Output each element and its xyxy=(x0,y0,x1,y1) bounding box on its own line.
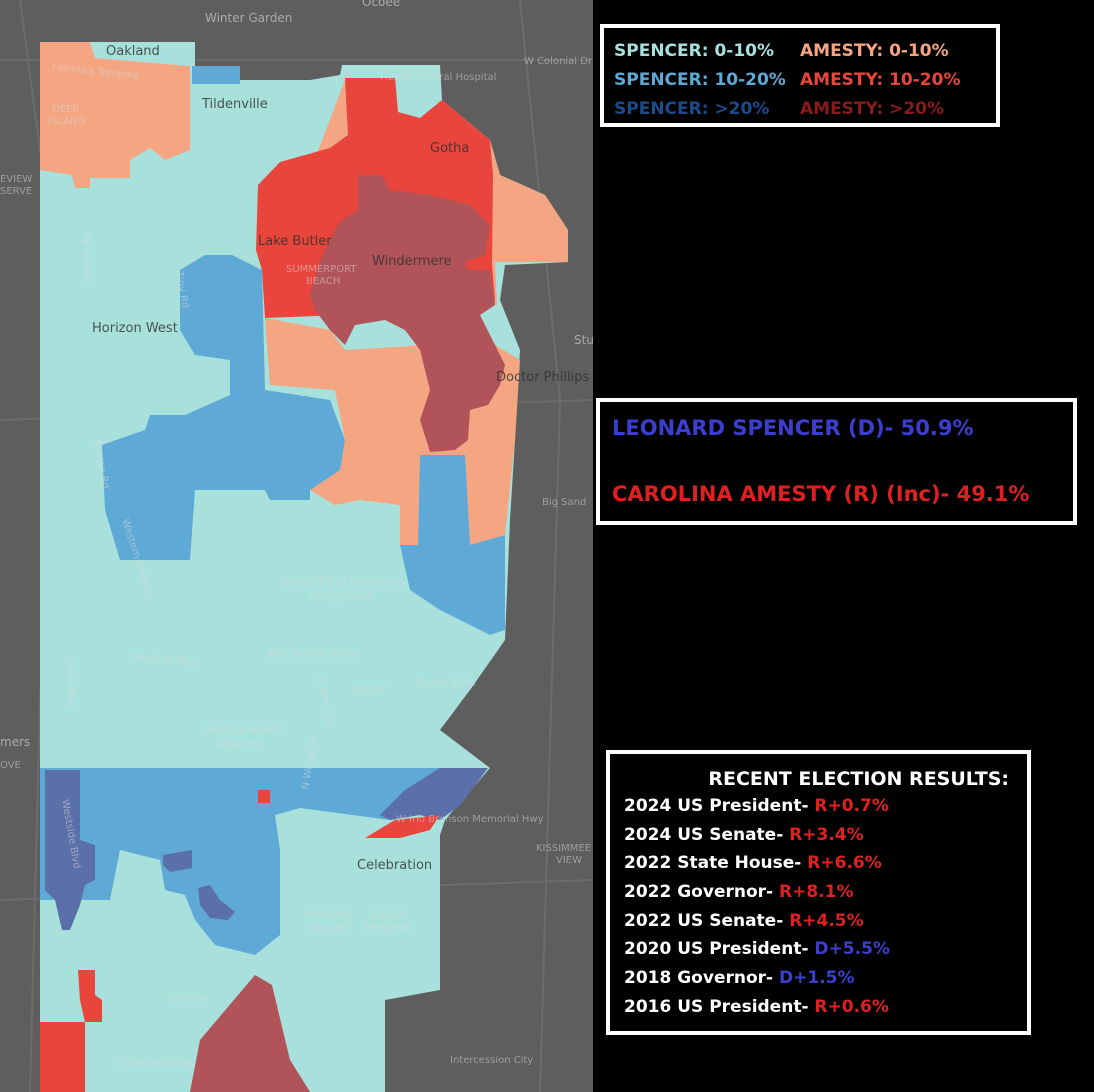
label-view: VIEW xyxy=(556,855,582,866)
region-amesty-10-20-sw xyxy=(40,1022,85,1092)
label-horizon-west: Horizon West xyxy=(92,321,178,336)
region-spencer-gt20-hook xyxy=(198,885,235,920)
label-avalon-rd-3: Avalon Rd xyxy=(66,658,77,708)
race-name: 2022 Governor- xyxy=(624,882,780,903)
legend-amesty-0-10: AMESTY: 0-10% xyxy=(800,40,949,61)
dem-candidate-result: LEONARD SPENCER (D)- 50.9% xyxy=(612,416,974,440)
label-island: ISLAND xyxy=(48,116,85,127)
result-box: LEONARD SPENCER (D)- 50.9% CAROLINA AMES… xyxy=(596,398,1077,525)
race-margin: R+0.6% xyxy=(814,996,889,1017)
label-championsgate: ChampionsGate xyxy=(116,1058,196,1069)
label-square: SQUARE xyxy=(307,923,349,934)
legend-spencer-0-10: SPENCER: 0-10% xyxy=(614,40,775,61)
race-margin: R+3.4% xyxy=(789,824,864,845)
race-margin: R+0.7% xyxy=(814,796,889,816)
label-beach: BEACH xyxy=(306,276,340,287)
label-epcot: EPCOT xyxy=(352,686,386,697)
label-deer: DEER xyxy=(52,104,79,115)
label-aquila: AQUILA xyxy=(370,910,408,921)
legend-row: SPENCER: 10-20% AMESTY: 10-20% xyxy=(614,65,986,94)
district-map: Winter Garden Ocoee Oakland Florida's Tu… xyxy=(0,0,593,1092)
result-row: 2022 State House- R+6.6% xyxy=(624,849,1013,878)
label-summerport: SUMMERPORT xyxy=(286,264,357,275)
label-windermere: Windermere xyxy=(372,254,452,269)
label-tildenville: Tildenville xyxy=(201,97,268,112)
label-walt-disney-world: Walt Disney World xyxy=(268,649,359,660)
region-amesty-10-20-irlo xyxy=(365,815,440,838)
label-ove: OVE xyxy=(0,760,21,771)
rep-candidate-result: CAROLINA AMESTY (R) (Inc)- 49.1% xyxy=(612,482,1030,506)
race-margin: D+1.5% xyxy=(779,968,855,989)
label-avalon-rd: Avalon Rd xyxy=(82,232,93,282)
label-stu: Stu xyxy=(574,333,593,347)
legend-spencer-gt20: SPENCER: >20% xyxy=(614,98,770,119)
race-margin: R+8.1% xyxy=(779,882,854,903)
region-amesty-10-20-sw2 xyxy=(78,970,102,1022)
region-amesty-10-20-dot xyxy=(258,790,270,803)
result-row: 2024 US Senate- R+3.4% xyxy=(624,821,1013,850)
legend-amesty-gt20: AMESTY: >20% xyxy=(800,98,945,119)
label-gotha: Gotha xyxy=(430,141,469,156)
region-spencer-gt20-small xyxy=(163,850,192,872)
recent-results-box: RECENT ELECTION RESULTS: 2024 US Preside… xyxy=(606,750,1031,1035)
race-name: 2016 US President- xyxy=(624,996,815,1017)
legend-amesty-10-20: AMESTY: 10-20% xyxy=(800,69,961,90)
race-name: 2022 State House- xyxy=(624,853,808,874)
label-review: EVIEW xyxy=(0,174,32,185)
recent-results-title: RECENT ELECTION RESULTS: xyxy=(708,768,1009,790)
label-lake-butler: Lake Butler xyxy=(258,234,332,249)
label-winter-garden: Winter Garden xyxy=(205,11,292,25)
legend-spencer-10-20: SPENCER: 10-20% xyxy=(614,69,786,90)
race-name: 2018 Governor- xyxy=(624,968,780,989)
label-evander: EVANDER xyxy=(304,910,352,921)
label-big-sand: Big Sand xyxy=(542,497,586,508)
region-amesty-gt20-core xyxy=(310,175,505,452)
region-spencer-10-20-east xyxy=(400,455,505,635)
map-svg: Winter Garden Ocoee Oakland Florida's Tu… xyxy=(0,0,593,1092)
label-serve: SERVE xyxy=(0,186,32,197)
region-spencer-10-20-top xyxy=(192,66,240,84)
region-amesty-gt20-south xyxy=(190,975,310,1092)
race-name: 2024 US Senate- xyxy=(624,824,790,845)
result-row: 2018 Governor- D+1.5% xyxy=(624,964,1013,993)
label-mers: mers xyxy=(0,735,30,749)
label-kissimmee: KISSIMMEE xyxy=(536,843,591,854)
label-health-central: Health Central Hospital xyxy=(380,72,496,83)
region-spencer-10-20-horizon-west xyxy=(102,255,345,560)
region-spencer-gt20-east xyxy=(380,768,488,820)
label-reserve: RESERVE xyxy=(366,923,412,934)
label-campground: Campground xyxy=(308,591,373,602)
race-name: 2022 US Senate- xyxy=(624,910,790,931)
race-name: 2020 US President- xyxy=(624,939,815,960)
region-amesty-0-10-nw xyxy=(40,42,190,188)
label-buena-vista: Buena Vista xyxy=(416,678,476,689)
label-celebration: Celebration xyxy=(357,858,432,873)
race-margin: R+6.6% xyxy=(807,853,882,874)
result-row: 2022 US Senate- R+4.5% xyxy=(624,907,1013,936)
legend-row: SPENCER: 0-10% AMESTY: 0-10% xyxy=(614,36,986,65)
legend-row: SPENCER: >20% AMESTY: >20% xyxy=(614,94,986,123)
label-kingdom: Kingdom xyxy=(216,739,260,750)
result-row: 2022 Governor- R+8.1% xyxy=(624,878,1013,907)
race-margin: D+5.5% xyxy=(814,939,890,960)
result-row: 2024 US President- R+0.7% xyxy=(624,792,1013,821)
result-row: 2020 US President- D+5.5% xyxy=(624,935,1013,964)
label-doctor-phillips: Doctor Phillips xyxy=(496,370,589,385)
race-margin: R+4.5% xyxy=(789,910,864,931)
label-reunion: Reunion xyxy=(168,993,209,1004)
result-row: 2016 US President- R+0.6% xyxy=(624,993,1013,1022)
region-spencer-gt20-west xyxy=(45,770,95,930)
race-name: 2024 US President- xyxy=(624,796,815,816)
region-spencer-10-20-south-band xyxy=(40,768,488,955)
legend: SPENCER: 0-10% AMESTY: 0-10% SPENCER: 10… xyxy=(600,24,1000,127)
label-animal: Disney's Animal xyxy=(202,725,282,736)
label-irlo: W Irlo Bronson Memorial Hwy xyxy=(396,814,544,825)
label-oakland: Oakland xyxy=(106,44,160,59)
label-fort-wilderness: Disney's Fort Wilderness xyxy=(282,577,405,588)
label-ocoee: Ocoee xyxy=(362,0,400,9)
label-intercession: Intercession City xyxy=(450,1055,533,1066)
label-colonial: W Colonial Dr xyxy=(524,56,593,67)
